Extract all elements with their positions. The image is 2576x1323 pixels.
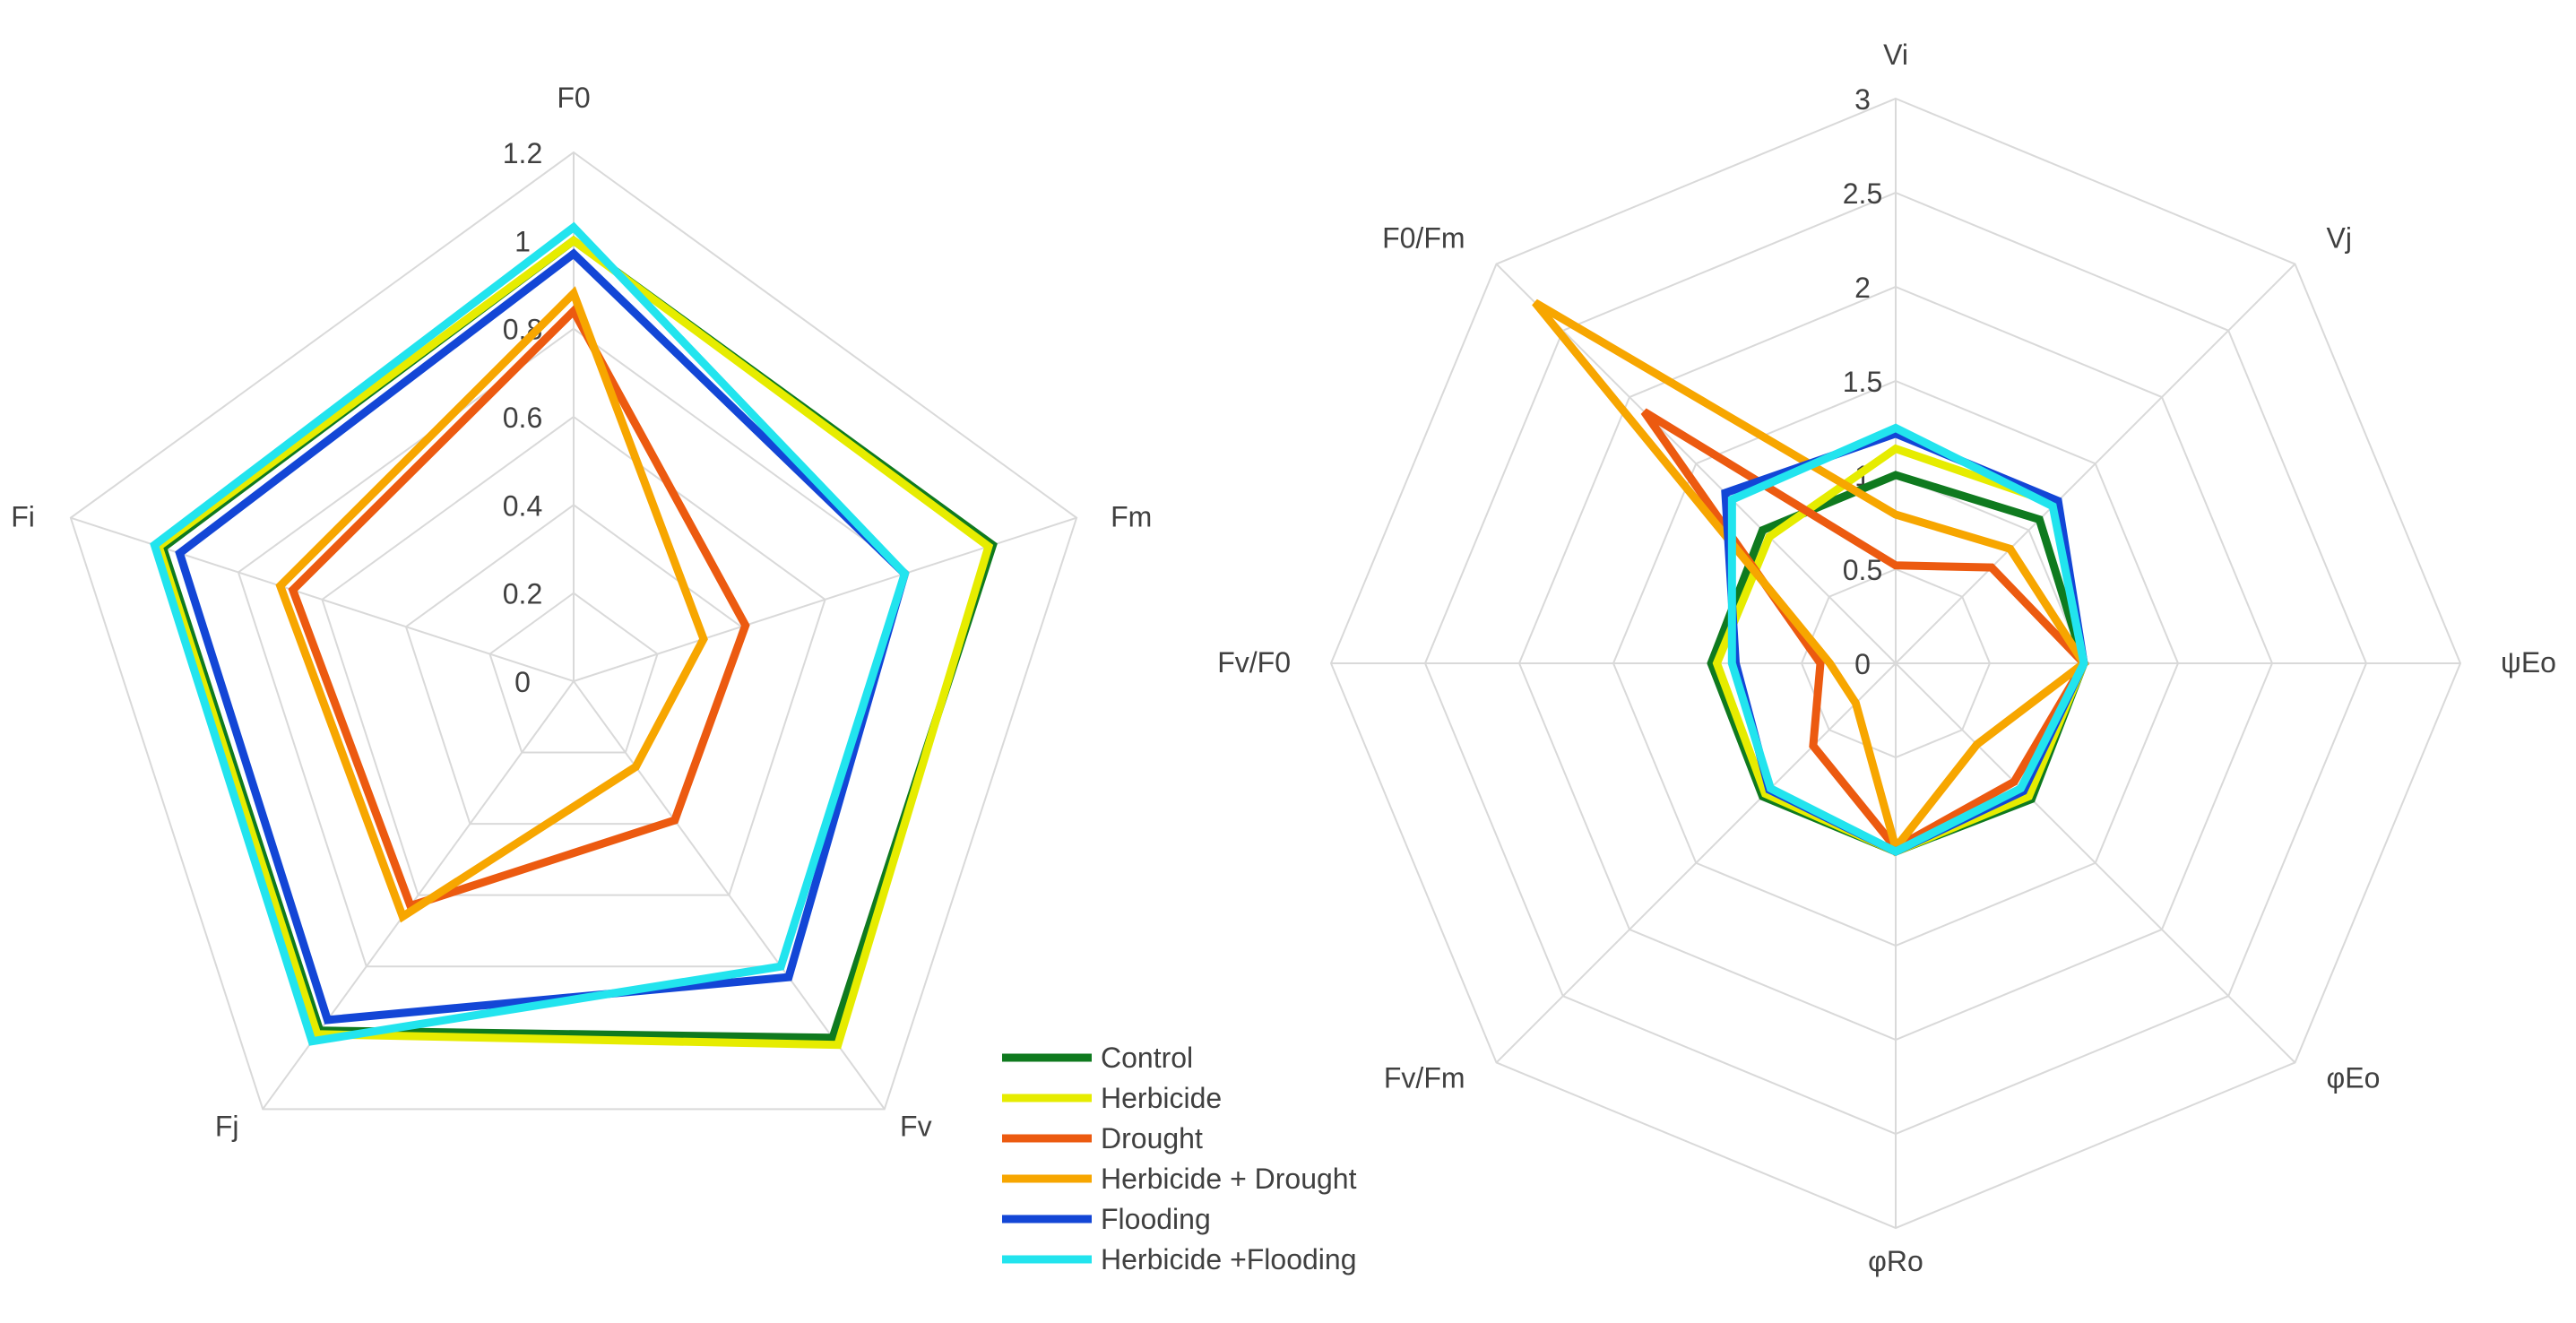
axis-label: Vj bbox=[2326, 222, 2351, 255]
legend: Control Herbicide Drought Herbicide + Droug… bbox=[1002, 1042, 1357, 1275]
legend-label: Herbicide + Drought bbox=[1101, 1163, 1357, 1195]
series-line bbox=[175, 248, 910, 1025]
tick-label: 3 bbox=[1854, 83, 1871, 116]
grid-ring bbox=[237, 327, 911, 968]
axis-label: Fv/F0 bbox=[1217, 646, 1291, 679]
tick-label: 0.4 bbox=[503, 489, 542, 522]
axis-label: Fj bbox=[215, 1110, 239, 1142]
tick-label: 0.5 bbox=[1843, 554, 1882, 586]
legend-label: Drought bbox=[1101, 1122, 1203, 1154]
tick-label: 0.2 bbox=[503, 578, 542, 610]
grid-spoke bbox=[1495, 662, 1897, 1064]
axis-label: Fi bbox=[11, 501, 35, 533]
legend-label: Control bbox=[1101, 1042, 1193, 1074]
tick-label: 1.5 bbox=[1843, 366, 1882, 398]
axis-label: φRo bbox=[1868, 1245, 1923, 1277]
axis-label: Vi bbox=[1883, 39, 1908, 71]
series-line bbox=[275, 286, 708, 923]
axis-label: Fm bbox=[1111, 501, 1152, 533]
series-line bbox=[1727, 423, 2088, 857]
series-line bbox=[288, 304, 750, 912]
axis-label: F0/Fm bbox=[1382, 222, 1465, 255]
grid-ring bbox=[69, 151, 1078, 1111]
grid-ring bbox=[404, 504, 743, 826]
axis-label: ψEo bbox=[2501, 646, 2556, 679]
legend-label: Herbicide +Flooding bbox=[1101, 1243, 1357, 1275]
grid-spoke bbox=[1895, 662, 2296, 1064]
axis-label: F0 bbox=[557, 82, 590, 114]
grid-ring bbox=[488, 592, 659, 754]
tick-label: 0.6 bbox=[503, 402, 542, 434]
axis-label: Fv bbox=[900, 1110, 932, 1142]
tick-label: 0 bbox=[514, 666, 531, 698]
grid-ring bbox=[321, 415, 826, 896]
grid-spoke bbox=[1895, 263, 2296, 664]
grid-spoke bbox=[573, 516, 1077, 682]
tick-label: 1.2 bbox=[503, 137, 542, 169]
series-line bbox=[153, 235, 994, 1050]
legend-label: Herbicide bbox=[1101, 1082, 1222, 1114]
tick-label: 0 bbox=[1854, 648, 1871, 680]
legend-label: Flooding bbox=[1101, 1203, 1211, 1235]
tick-label: 2 bbox=[1854, 272, 1871, 304]
series-line bbox=[150, 221, 910, 1046]
axis-label: Fv/Fm bbox=[1384, 1061, 1465, 1094]
radar-chart-parameters: 00.511.522.53ViVjψEoφEoφRoFv/FmFv/F0F0/F… bbox=[1217, 39, 2556, 1277]
axis-label: φEo bbox=[2326, 1061, 2380, 1094]
tick-label: 1 bbox=[514, 225, 531, 257]
tick-label: 2.5 bbox=[1843, 177, 1882, 210]
